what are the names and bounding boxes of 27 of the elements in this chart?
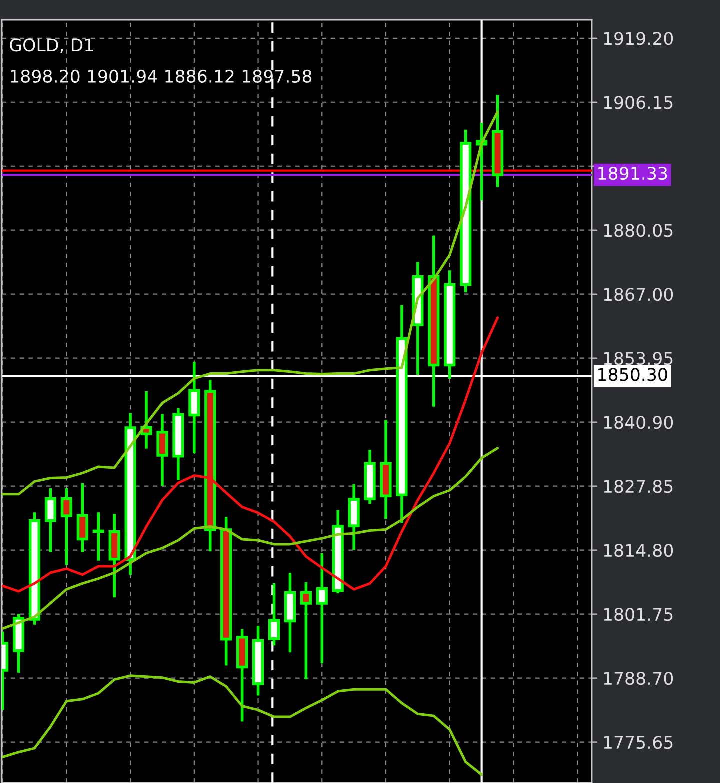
line-series: [2, 110, 500, 496]
candlestick: [156, 412, 168, 488]
line-series: [2, 674, 484, 776]
candlestick: [44, 487, 56, 554]
y-tick-label: 1919.20: [604, 32, 674, 46]
candlestick: [76, 482, 88, 554]
candlestick: [316, 552, 328, 665]
y-tick-label: 1853.95: [604, 352, 673, 366]
candlestick: [60, 487, 72, 566]
candlestick: [300, 581, 312, 681]
text: GOLD, D1: [10, 38, 94, 54]
y-tick-label: 1827.85: [604, 480, 673, 494]
ref-line-label: 1850.30: [598, 368, 668, 382]
candlestick: [92, 511, 104, 562]
y-tick-label: 1867.00: [604, 288, 674, 302]
text: 1898.20 1901.94 1886.12 1897.58: [10, 70, 312, 84]
ref-line-label: 1891.33: [598, 166, 668, 180]
y-tick-label: 1840.90: [604, 416, 674, 430]
line-series: [2, 447, 500, 630]
y-tick-label: 1880.05: [604, 224, 673, 238]
y-tick-label: 1788.70: [604, 672, 674, 686]
line-series: [2, 316, 500, 593]
y-tick-label: 1775.65: [604, 736, 673, 750]
y-tick-label: 1906.15: [604, 96, 673, 110]
y-tick-label: 1814.80: [604, 544, 674, 558]
candlestick: [140, 390, 152, 450]
y-tick-label: 1801.75: [604, 608, 673, 622]
